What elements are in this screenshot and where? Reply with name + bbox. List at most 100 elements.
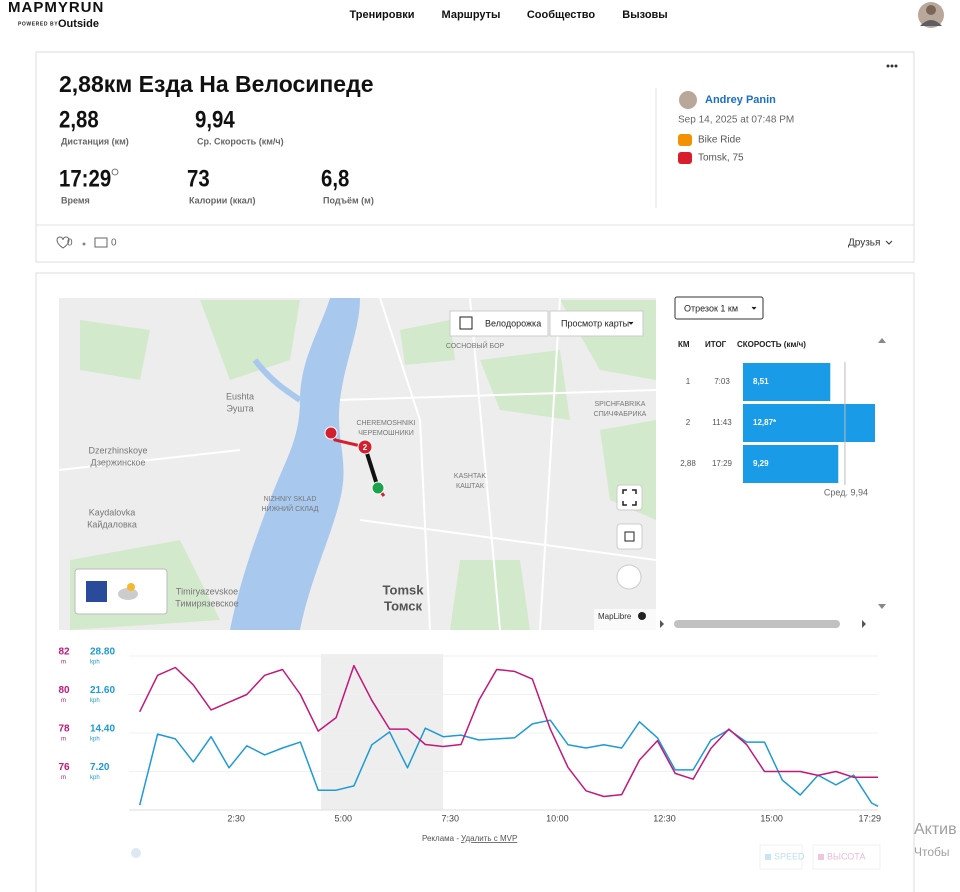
average-label: Сред. 9,94 — [824, 487, 868, 497]
split-marker[interactable] — [357, 439, 373, 455]
split-bar[interactable] — [743, 445, 839, 483]
highlight-range — [321, 654, 444, 810]
comment-icon[interactable] — [94, 237, 108, 248]
map-view-label: Просмотр карты — [561, 318, 629, 328]
split-bar[interactable] — [743, 363, 831, 401]
weather-logo — [86, 581, 107, 602]
info-icon[interactable] — [638, 612, 646, 620]
avatar-head — [926, 5, 936, 15]
info-icon[interactable] — [111, 168, 119, 176]
cloud — [118, 588, 138, 600]
pan-button[interactable] — [616, 564, 642, 590]
legend-label: SPEED — [774, 851, 805, 861]
legend-label: ВЫСОТА — [827, 851, 865, 861]
stat-value: 73 — [187, 165, 210, 192]
toggle-swatch — [818, 854, 824, 860]
y-unit: m — [61, 737, 66, 743]
map-label: SPICHFABRIKA — [595, 401, 646, 408]
map-view-button[interactable] — [549, 310, 644, 337]
fullscreen-icon — [622, 489, 637, 506]
map-label: Tomsk — [383, 582, 425, 597]
x-tick-label: 12:30 — [653, 813, 676, 823]
like-icon[interactable] — [56, 236, 70, 249]
x-tick-label: 15:00 — [760, 813, 783, 823]
stat-label: Ср. Скорость (км/ч) — [197, 136, 284, 146]
stat-value: 17:29 — [59, 165, 111, 192]
map-label: СОСНОВЫЙ БОР — [446, 341, 505, 350]
caret — [628, 321, 634, 325]
avatar-body — [920, 20, 942, 26]
split-header: СКОРОСТЬ (км/ч) — [737, 340, 806, 349]
split-km: 2,88 — [680, 459, 696, 468]
x-tick-label: 10:00 — [546, 813, 569, 823]
map-label-local: Эушта — [226, 403, 253, 413]
y-unit: m — [61, 660, 66, 666]
stat-value: 6,8 — [321, 165, 349, 192]
like-count: 0 — [67, 238, 73, 249]
remove-ads[interactable]: Удалить с MVP — [461, 834, 517, 843]
map-label-local: НИЖНИЙ СКЛАД — [262, 504, 319, 513]
y2-tick-label: 14.40 — [90, 724, 115, 735]
faded-icon — [131, 848, 141, 858]
map[interactable]: 2 СОСНОВЫЙ БОР Eushta Эушта CHEREMOSHNIKI ЧЕ… — [59, 298, 656, 630]
split-speed: 8,51 — [753, 377, 769, 386]
logo[interactable]: MAPMYRUN — [8, 0, 104, 16]
split-bar[interactable] — [743, 404, 875, 442]
roads — [59, 298, 656, 630]
nav-link[interactable]: Тренировки — [349, 9, 414, 21]
stat-value: 2,88 — [59, 106, 99, 133]
map-label: Kaydalovka — [89, 507, 136, 517]
sun — [127, 583, 135, 591]
location-icon — [678, 152, 692, 164]
y2-tick-label: 7.20 — [90, 762, 110, 773]
split-marker-label: 2 — [363, 443, 368, 452]
y2-unit: kph — [90, 698, 100, 704]
series-toggle[interactable] — [812, 844, 881, 870]
split-total: 11:43 — [712, 418, 732, 427]
map-label-local: СПИЧФАБРИКА — [594, 411, 647, 418]
chevron — [885, 240, 893, 245]
nav-link[interactable]: Маршруты — [442, 9, 501, 21]
stat-label: Время — [61, 195, 90, 205]
scrollbar[interactable] — [674, 620, 840, 628]
caret — [751, 306, 757, 310]
user-name[interactable]: Andrey Panin — [705, 94, 776, 106]
location: Tomsk, 75 — [698, 153, 744, 164]
y-tick-label: 76 — [58, 762, 70, 773]
series-toggle[interactable] — [759, 844, 803, 870]
attribution[interactable]: MapLibre — [598, 612, 632, 621]
privacy[interactable]: Друзья — [848, 238, 880, 249]
center-button[interactable] — [616, 523, 643, 550]
y-unit: m — [61, 698, 66, 704]
more-menu[interactable] — [886, 64, 898, 68]
split-km: 1 — [686, 377, 691, 386]
nav-link[interactable]: Сообщество — [527, 9, 596, 21]
toggle-swatch — [765, 854, 771, 860]
fullscreen-button[interactable] — [616, 484, 643, 511]
user-avatar[interactable] — [679, 91, 697, 109]
x-tick-label: 5:00 — [334, 813, 352, 823]
end-marker[interactable] — [371, 481, 385, 495]
map-label: KASHTAK — [454, 473, 486, 480]
bike-lane-label: Велодорожка — [485, 318, 541, 328]
map-labels: СОСНОВЫЙ БОР Eushta Эушта CHEREMOSHNIKI ЧЕРЕ… — [87, 341, 647, 614]
activity-icon — [678, 134, 692, 146]
powered-by: POWERED BY — [18, 21, 58, 27]
checkbox[interactable] — [459, 316, 473, 330]
split-header: ИТОГ — [705, 340, 727, 349]
workout-card — [35, 51, 915, 263]
y2-tick-label: 28.80 — [90, 647, 115, 658]
y-tick-label: 82 — [58, 647, 70, 658]
start-marker[interactable] — [324, 426, 338, 440]
activity: Bike Ride — [698, 135, 741, 146]
watermark: Актив — [914, 821, 957, 838]
x-tick-label: 7:30 — [442, 813, 460, 823]
split-selector-label: Отрезок 1 км — [684, 303, 738, 313]
map-label-local: Дзержинское — [91, 457, 146, 467]
split-selector[interactable] — [674, 296, 764, 320]
map-label: NIZHNIY SKLAD — [264, 496, 317, 503]
nav-link[interactable]: Вызовы — [622, 9, 667, 21]
y2-unit: kph — [90, 660, 100, 666]
